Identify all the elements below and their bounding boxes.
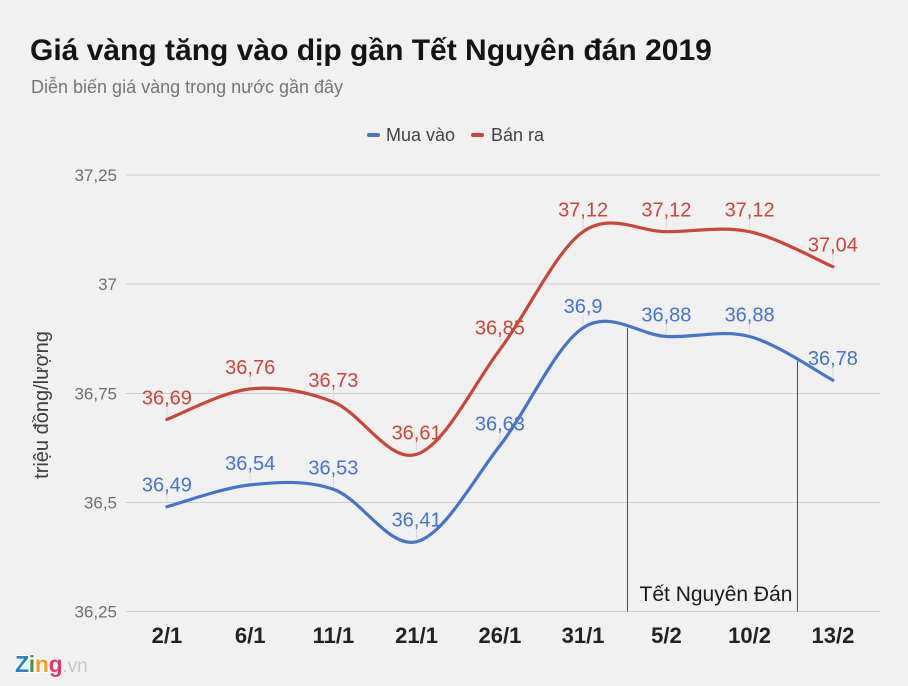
svg-text:36,88: 36,88: [725, 305, 775, 327]
svg-text:31/1: 31/1: [562, 623, 605, 648]
svg-text:36,54: 36,54: [225, 453, 275, 475]
svg-text:36,9: 36,9: [564, 296, 603, 318]
svg-text:37,12: 37,12: [641, 200, 691, 222]
svg-text:5/2: 5/2: [651, 623, 682, 648]
svg-text:37,04: 37,04: [808, 235, 858, 257]
svg-text:37,25: 37,25: [74, 166, 117, 185]
svg-text:2/1: 2/1: [152, 623, 183, 648]
svg-text:36,69: 36,69: [142, 387, 192, 409]
svg-text:36,85: 36,85: [475, 318, 525, 340]
svg-text:Tết Nguyên Đán: Tết Nguyên Đán: [640, 583, 793, 606]
svg-text:13/2: 13/2: [811, 623, 854, 648]
svg-text:36,49: 36,49: [142, 475, 192, 497]
svg-text:36,61: 36,61: [392, 422, 442, 444]
svg-text:36,5: 36,5: [84, 494, 117, 513]
svg-text:26/1: 26/1: [478, 623, 521, 648]
svg-text:36,73: 36,73: [308, 370, 358, 392]
svg-text:36,88: 36,88: [641, 305, 691, 327]
svg-text:36,41: 36,41: [392, 510, 442, 532]
svg-text:36,53: 36,53: [308, 457, 358, 479]
svg-text:37: 37: [98, 275, 117, 294]
svg-text:36,78: 36,78: [808, 348, 858, 370]
svg-text:37,12: 37,12: [725, 200, 775, 222]
svg-text:36,76: 36,76: [225, 357, 275, 379]
svg-text:10/2: 10/2: [728, 623, 771, 648]
svg-text:36,75: 36,75: [74, 385, 117, 404]
svg-text:36,25: 36,25: [74, 603, 117, 622]
svg-text:6/1: 6/1: [235, 623, 266, 648]
svg-text:36,63: 36,63: [475, 414, 525, 436]
svg-text:11/1: 11/1: [313, 623, 355, 648]
svg-text:37,12: 37,12: [558, 200, 608, 222]
svg-text:triệu đồng/lượng: triệu đồng/lượng: [31, 331, 53, 479]
svg-text:21/1: 21/1: [395, 623, 438, 648]
